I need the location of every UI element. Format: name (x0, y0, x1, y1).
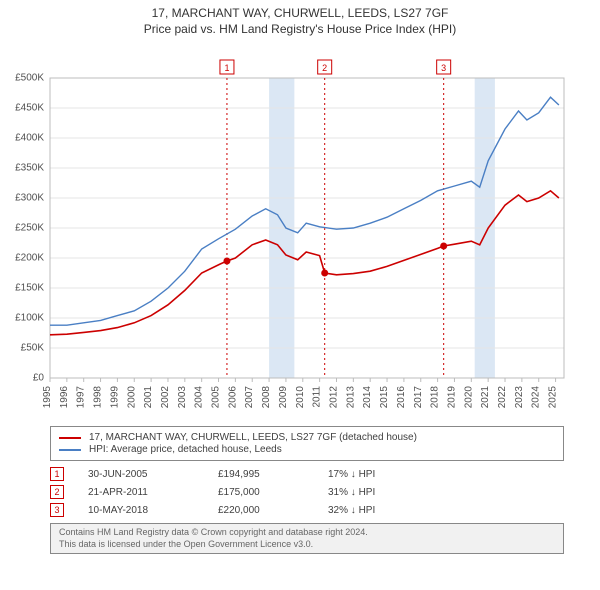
chart-area: £0 £50K £100K £150K £200K £250K £300K £350K £400… (0, 36, 600, 422)
event-marker-number: 2 (322, 63, 327, 73)
y-tick-label: £300K (15, 193, 44, 204)
x-tick-label: 2003 (177, 386, 188, 409)
x-tick-label: 1999 (109, 386, 120, 409)
x-tick-label: 2021 (480, 386, 491, 409)
event-delta: 32% ↓ HPI (328, 505, 438, 516)
x-tick-label: 2024 (531, 386, 542, 409)
x-tick-label: 2007 (244, 386, 255, 409)
legend-item: HPI: Average price, detached house, Leed… (59, 444, 555, 455)
footer-line-2: This data is licensed under the Open Gov… (59, 539, 555, 551)
x-tick-label: 2015 (379, 386, 390, 409)
event-dot (223, 258, 230, 265)
events-table: 1 30-JUN-2005£194,99517% ↓ HPI 2 21-APR-201… (50, 467, 564, 517)
chart-svg: £0 £50K £100K £150K £200K £250K £300K £350K £400… (0, 36, 600, 422)
event-delta: 17% ↓ HPI (328, 469, 438, 480)
y-tick-label: £150K (15, 283, 44, 294)
legend: 17, MARCHANT WAY, CHURWELL, LEEDS, LS27 … (50, 426, 564, 461)
x-tick-label: 2016 (396, 386, 407, 409)
event-row-marker: 1 (50, 467, 64, 481)
y-tick-label: £500K (15, 73, 44, 84)
y-tick-label: £100K (15, 313, 44, 324)
x-tick-label: 2018 (430, 386, 441, 409)
event-dot (440, 243, 447, 250)
event-price: £175,000 (218, 487, 328, 498)
y-tick-label: £350K (15, 163, 44, 174)
x-tick-label: 2017 (413, 386, 424, 409)
x-tick-label: 1995 (42, 386, 53, 409)
x-tick-label: 2012 (328, 386, 339, 409)
x-tick-label: 2010 (295, 386, 306, 409)
event-date: 21-APR-2011 (88, 487, 218, 498)
legend-label: HPI: Average price, detached house, Leed… (89, 444, 282, 455)
event-date: 30-JUN-2005 (88, 469, 218, 480)
x-tick-label: 2013 (345, 386, 356, 409)
x-tick-label: 1998 (93, 386, 104, 409)
footer: Contains HM Land Registry data © Crown c… (50, 523, 564, 554)
event-row: 2 21-APR-2011£175,00031% ↓ HPI (50, 485, 564, 499)
event-price: £220,000 (218, 505, 328, 516)
x-tick-label: 1997 (76, 386, 87, 409)
title-sub: Price paid vs. HM Land Registry's House … (0, 22, 600, 36)
event-price: £194,995 (218, 469, 328, 480)
event-delta: 31% ↓ HPI (328, 487, 438, 498)
event-date: 10-MAY-2018 (88, 505, 218, 516)
x-tick-label: 2022 (497, 386, 508, 409)
x-tick-label: 2023 (514, 386, 525, 409)
x-tick-label: 2014 (362, 386, 373, 409)
x-tick-label: 2000 (126, 386, 137, 409)
event-marker-number: 3 (441, 63, 446, 73)
x-tick-label: 2009 (278, 386, 289, 409)
event-dot (321, 270, 328, 277)
title-main: 17, MARCHANT WAY, CHURWELL, LEEDS, LS27 … (0, 6, 600, 20)
y-tick-label: £400K (15, 133, 44, 144)
x-tick-label: 2008 (261, 386, 272, 409)
x-tick-label: 2019 (446, 386, 457, 409)
x-tick-label: 2001 (143, 386, 154, 409)
footer-line-1: Contains HM Land Registry data © Crown c… (59, 527, 555, 539)
x-tick-label: 1996 (59, 386, 70, 409)
x-tick-label: 2025 (548, 386, 559, 409)
event-marker-number: 1 (224, 63, 229, 73)
event-row-marker: 3 (50, 503, 64, 517)
legend-swatch (59, 449, 81, 451)
x-tick-label: 2002 (160, 386, 171, 409)
x-tick-label: 2020 (463, 386, 474, 409)
x-tick-label: 2011 (312, 386, 323, 408)
legend-label: 17, MARCHANT WAY, CHURWELL, LEEDS, LS27 … (89, 432, 417, 443)
y-tick-label: £250K (15, 223, 44, 234)
y-tick-label: £0 (33, 373, 45, 384)
legend-swatch (59, 437, 81, 439)
y-tick-label: £50K (21, 343, 45, 354)
x-tick-label: 2006 (227, 386, 238, 409)
event-row: 3 10-MAY-2018£220,00032% ↓ HPI (50, 503, 564, 517)
chart-titles: 17, MARCHANT WAY, CHURWELL, LEEDS, LS27 … (0, 0, 600, 36)
y-tick-label: £200K (15, 253, 44, 264)
event-row-marker: 2 (50, 485, 64, 499)
x-tick-label: 2004 (194, 386, 205, 409)
event-row: 1 30-JUN-2005£194,99517% ↓ HPI (50, 467, 564, 481)
legend-item: 17, MARCHANT WAY, CHURWELL, LEEDS, LS27 … (59, 432, 555, 443)
x-tick-label: 2005 (211, 386, 222, 409)
y-tick-label: £450K (15, 103, 44, 114)
